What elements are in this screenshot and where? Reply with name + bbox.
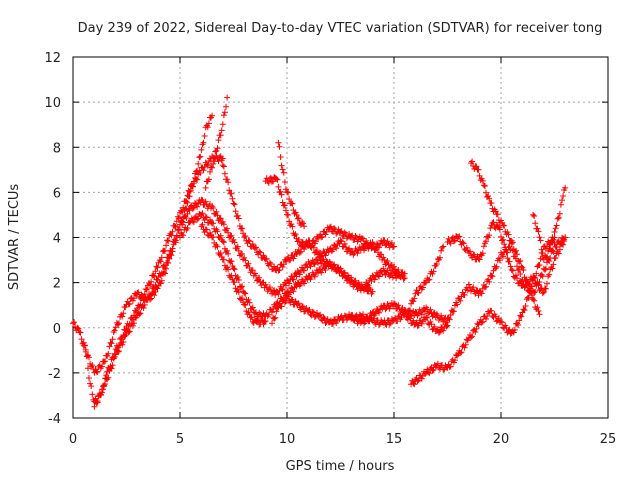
x-tick-label: 20 [493,432,510,447]
series-trace-15 [468,158,543,318]
y-tick-label: 6 [53,186,61,201]
series-trace-9 [275,139,308,230]
x-tick-label: 5 [176,432,184,447]
series-trace-11 [348,309,451,336]
marker-points [408,234,558,388]
marker-points [198,221,269,328]
series-trace-12 [403,243,447,320]
series-trace-4 [91,196,376,410]
marker-points [403,243,447,320]
marker-points [202,94,231,191]
chart-title: Day 239 of 2022, Sidereal Day-to-day VTE… [78,21,603,36]
series-trace-8 [262,174,397,253]
y-tick-label: -4 [48,412,61,427]
tick-labels: 0 5 10 15 20 25 -4 -2 0 2 4 6 8 10 12 [44,51,616,447]
data-markers [70,94,569,410]
y-tick-label: 10 [44,96,61,111]
x-tick-label: 10 [279,432,296,447]
series-trace-2 [80,112,216,376]
y-tick-label: 4 [53,232,61,247]
x-tick-label: 0 [69,432,77,447]
series-trace-13 [408,234,558,388]
marker-points [91,196,376,410]
y-tick-label: 12 [44,51,61,66]
series-trace-3 [202,94,231,191]
marker-points [530,184,569,263]
y-tick-label: 2 [53,277,61,292]
marker-points [80,112,216,376]
marker-points [348,309,451,336]
x-tick-label: 15 [386,432,403,447]
marker-points [275,139,308,230]
series-trace-16 [530,184,569,263]
y-axis-label: SDTVAR / TECUs [7,184,22,291]
y-tick-label: 8 [53,141,61,156]
x-tick-label: 25 [600,432,617,447]
marker-points [262,174,397,253]
y-tick-label: -2 [48,367,61,382]
y-tick-label: 0 [53,322,61,337]
x-axis-label: GPS time / hours [286,459,395,474]
marker-points [468,158,543,318]
series-trace-6 [198,221,269,328]
